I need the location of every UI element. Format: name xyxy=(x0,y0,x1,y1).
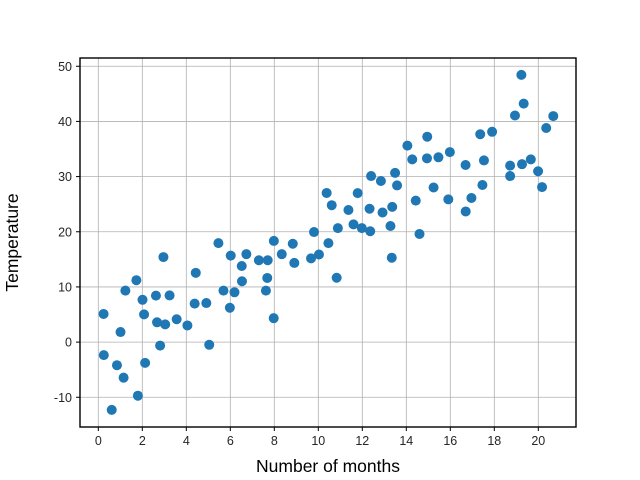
svg-text:4: 4 xyxy=(183,434,190,448)
svg-text:0: 0 xyxy=(95,434,102,448)
svg-text:20: 20 xyxy=(531,434,545,448)
svg-text:0: 0 xyxy=(65,336,72,350)
svg-text:Temperature: Temperature xyxy=(2,193,22,291)
svg-text:10: 10 xyxy=(311,434,325,448)
svg-text:14: 14 xyxy=(399,434,413,448)
svg-text:30: 30 xyxy=(58,170,72,184)
svg-text:-10: -10 xyxy=(54,391,72,405)
svg-text:8: 8 xyxy=(271,434,278,448)
svg-text:10: 10 xyxy=(58,280,72,294)
svg-text:Number of months: Number of months xyxy=(256,456,400,476)
svg-text:40: 40 xyxy=(58,115,72,129)
svg-text:2: 2 xyxy=(139,434,146,448)
svg-text:12: 12 xyxy=(355,434,369,448)
svg-text:20: 20 xyxy=(58,225,72,239)
svg-text:50: 50 xyxy=(58,60,72,74)
svg-text:6: 6 xyxy=(227,434,234,448)
svg-text:16: 16 xyxy=(443,434,457,448)
svg-text:18: 18 xyxy=(487,434,501,448)
